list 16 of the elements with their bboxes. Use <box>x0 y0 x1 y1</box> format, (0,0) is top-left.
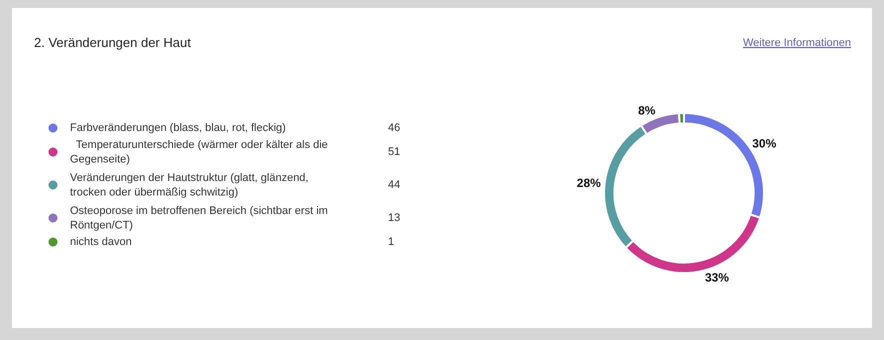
legend-label: nichts davon <box>70 236 132 248</box>
text: 13 <box>388 212 400 224</box>
data-label: 30% <box>752 136 777 151</box>
legend-label: Osteoporose im betroffenen Bereich (sichtbar erst im Röntgen/CT) <box>70 205 328 232</box>
text: 1 <box>388 236 394 248</box>
text: 46 <box>388 122 400 134</box>
data-label: 8% <box>638 104 656 118</box>
text: 44 <box>388 179 400 191</box>
text: 51 <box>388 146 400 158</box>
data-label: 33% <box>704 270 730 285</box>
legend-label: Farbveränderungen (blass, blau, rot, fleckig) <box>70 122 286 134</box>
text: Weitere Informationen <box>743 37 852 49</box>
legend-label: Temperaturunterschiede (wärmer oder kälter als die Gegenseite) <box>70 139 328 166</box>
data-label: 28% <box>576 176 602 190</box>
legend-label: Veränderungen der Hautstruktur (glatt, glänzend, trocken oder übermäßig schwitzig) <box>70 172 308 198</box>
chart-title: 2. Veränderungen der Haut <box>34 35 192 50</box>
